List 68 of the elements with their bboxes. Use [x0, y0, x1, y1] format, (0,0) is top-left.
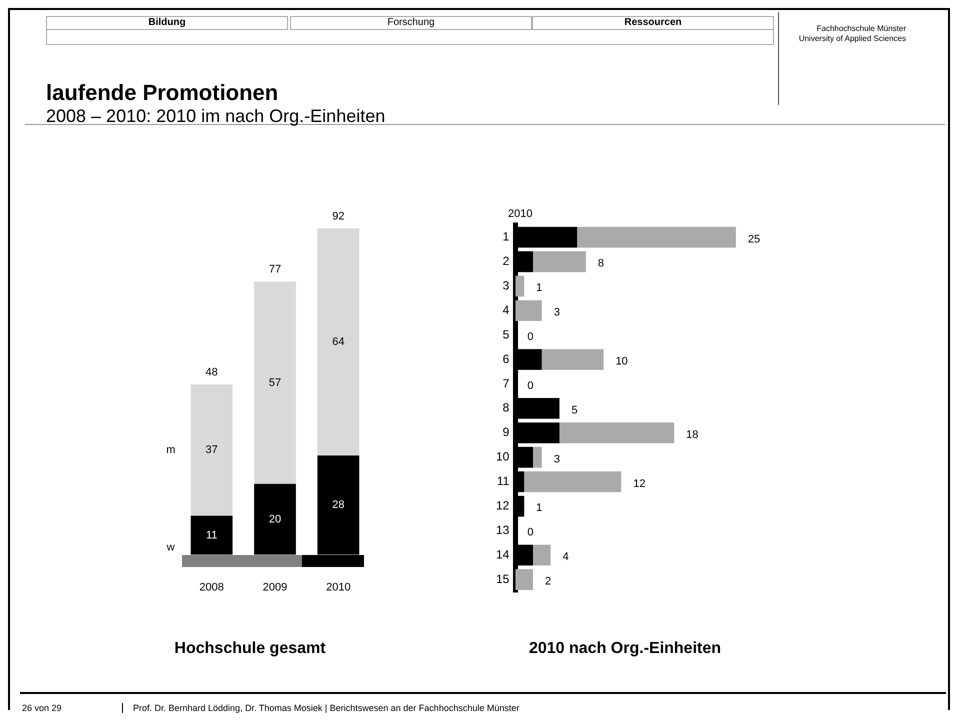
x-axis-title: Hochschule gesamt — [173, 640, 327, 658]
annotation: 12 — [633, 478, 646, 490]
y-tick-label: 9 — [502, 425, 510, 440]
x-tick-label: 2008 — [199, 581, 224, 594]
total-label: 92 — [332, 210, 344, 222]
y-tick-label: 3 — [502, 278, 510, 292]
bar — [532, 446, 542, 468]
data-label: 57 — [268, 376, 282, 389]
data-label: 37 — [206, 444, 218, 456]
bar — [515, 276, 524, 297]
text: Forschung — [290, 16, 532, 30]
annotation: 25 — [748, 233, 760, 246]
bar — [532, 544, 551, 566]
y-tick-label: 12 — [496, 498, 510, 513]
y-tick-label: 14 — [496, 547, 510, 562]
annotation: 1 — [536, 502, 542, 514]
bar — [515, 569, 533, 590]
x-tick-label: 2010 — [326, 581, 351, 594]
data-label: 20 — [268, 513, 282, 526]
annotation: 4 — [562, 551, 569, 564]
y-tick-label: 10 — [496, 450, 510, 464]
text: Fachhochschule Münster University of Applied Sciences — [798, 24, 906, 44]
x-axis-title: 2010 nach Org.-Einheiten — [528, 640, 722, 658]
text: 26 von 29 — [22, 703, 62, 713]
annotation: 2 — [544, 576, 552, 588]
annotation: 8 — [598, 258, 604, 270]
y-tick-label: 7 — [502, 376, 510, 390]
bar — [317, 228, 360, 456]
y-tick-label: 13 — [496, 522, 510, 537]
y-tick-label: 1 — [502, 230, 510, 244]
y-tick-label: 6 — [502, 352, 510, 366]
annotation: 0 — [527, 331, 534, 344]
text: Bildung — [46, 16, 288, 30]
bar — [524, 471, 622, 492]
annotation: 5 — [571, 404, 578, 416]
series-label: m — [166, 444, 176, 456]
data-label: 28 — [332, 499, 344, 512]
annotation: 1 — [536, 282, 542, 294]
data-label: 11 — [206, 529, 218, 542]
annotation: 10 — [616, 356, 628, 368]
annotation: 3 — [554, 453, 560, 466]
text: Prof. Dr. Bernhard Lödding, Dr. Thomas Mosiek | Berichtswesen an der Fachhochschule Münster — [122, 703, 520, 713]
annotation: 18 — [686, 428, 698, 441]
annotation: 0 — [527, 380, 534, 392]
y-tick-label: 2 — [502, 254, 510, 268]
bar — [577, 226, 736, 248]
data-label: 64 — [332, 336, 344, 348]
y-tick-label: 5 — [502, 327, 510, 342]
total-label: 48 — [206, 366, 218, 379]
bar — [254, 282, 296, 484]
bar — [532, 251, 586, 272]
chart-subtitle: 2008 – 2010: 2010 im nach Org.-Einheiten — [46, 106, 386, 127]
text: Ressourcen — [532, 16, 774, 30]
annotation: 0 — [527, 526, 534, 539]
x-tick-label: 2009 — [262, 581, 288, 594]
series-label: w — [166, 541, 175, 554]
y-tick-label: 8 — [502, 400, 510, 415]
bar — [515, 300, 542, 321]
total-label: 77 — [268, 264, 282, 276]
text: 2010 — [508, 208, 532, 220]
chart-title: laufende Promotionen — [46, 80, 278, 106]
bar — [542, 349, 604, 370]
annotation: 3 — [554, 306, 560, 319]
y-tick-label: 4 — [502, 302, 510, 317]
bar — [190, 384, 233, 516]
y-tick-label: 15 — [496, 572, 510, 586]
y-tick-label: 11 — [496, 474, 510, 488]
bar — [559, 422, 674, 444]
